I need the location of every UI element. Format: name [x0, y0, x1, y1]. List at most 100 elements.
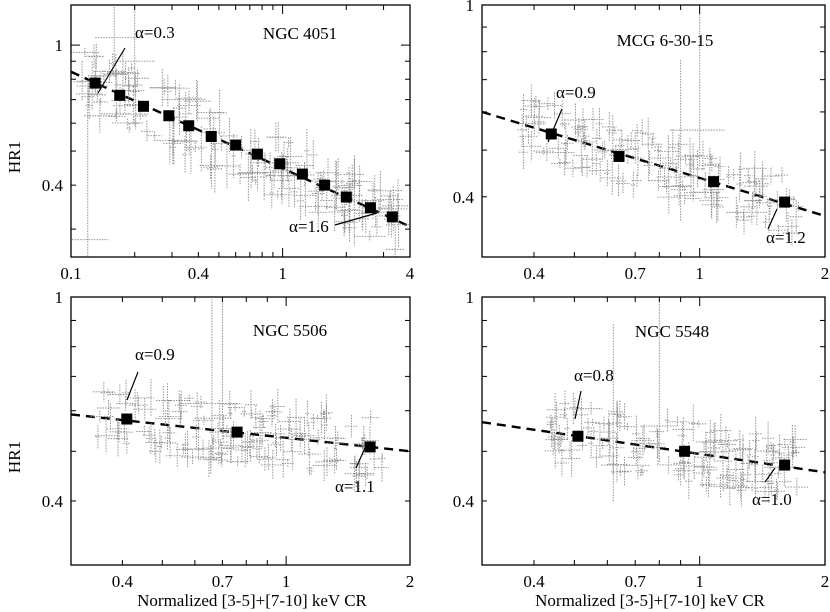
data-point-errorbar	[747, 207, 756, 225]
data-point-errorbar	[327, 436, 346, 450]
data-point-errorbar	[122, 379, 131, 406]
data-point-errorbar	[97, 399, 120, 417]
data-point-errorbar	[298, 448, 321, 460]
data-point-errorbar	[561, 134, 575, 152]
data-point-errorbar	[195, 395, 207, 409]
annotation-leader	[126, 371, 139, 401]
data-point-errorbar	[257, 447, 273, 471]
data-point-errorbar	[175, 91, 203, 105]
data-point-errorbar	[173, 92, 185, 124]
data-point-errorbar	[656, 167, 673, 188]
data-point-errorbar	[109, 384, 131, 405]
data-point-errorbar	[744, 177, 768, 195]
data-point-errorbar	[192, 424, 201, 450]
data-point-errorbar	[177, 96, 201, 115]
binned-point	[89, 77, 101, 89]
data-point-errorbar	[181, 449, 204, 466]
data-point-errorbar	[320, 410, 327, 419]
data-point-errorbar	[613, 130, 631, 150]
data-point-errorbar	[632, 415, 641, 452]
data-point-errorbar	[187, 124, 195, 175]
data-point-errorbar	[338, 190, 351, 234]
data-point-errorbar	[278, 170, 300, 207]
binned-point	[613, 150, 625, 162]
binned-point	[779, 459, 791, 471]
ticks	[481, 296, 826, 566]
data-point-errorbar	[564, 418, 571, 439]
x-tick-label: 4	[406, 264, 415, 283]
data-point-errorbar	[749, 416, 763, 451]
data-point-errorbar	[203, 155, 218, 179]
data-point-errorbar	[578, 108, 588, 145]
data-point-errorbar	[546, 401, 567, 433]
data-point-errorbar	[264, 157, 284, 189]
data-point-errorbar	[182, 430, 193, 468]
data-point-errorbar	[763, 457, 771, 465]
data-point-errorbar	[122, 433, 131, 455]
data-point-errorbar	[193, 436, 204, 462]
data-point-errorbar	[563, 392, 583, 425]
data-point-errorbar	[376, 191, 403, 208]
data-point-errorbar	[100, 108, 132, 119]
data-point-errorbar	[183, 81, 212, 122]
data-point-errorbar	[241, 431, 254, 465]
data-point-errorbar	[520, 94, 527, 125]
data-point-errorbar	[776, 476, 793, 487]
data-point-errorbar	[563, 125, 569, 163]
data-point-errorbar	[264, 423, 287, 445]
data-point-errorbar	[777, 434, 782, 455]
data-point-errorbar	[783, 425, 807, 454]
data-point-errorbar	[164, 383, 171, 419]
data-point-errorbar	[283, 433, 302, 470]
data-point-errorbar	[559, 390, 571, 417]
data-point-errorbar	[211, 135, 219, 164]
xlabel-left: Normalized [3-5]+[7-10] keV CR	[137, 591, 367, 610]
data-point-errorbar	[582, 143, 602, 175]
data-point-errorbar	[636, 119, 648, 147]
data-point-errorbar	[574, 124, 581, 141]
data-point-errorbar	[281, 459, 294, 468]
binned-point	[183, 120, 195, 132]
data-point-errorbar	[754, 446, 778, 456]
data-point-errorbar	[352, 155, 357, 206]
data-point-errorbar	[247, 430, 254, 463]
data-point-errorbar	[276, 440, 291, 478]
panel-title: NGC 4051	[263, 24, 337, 43]
data-point-errorbar	[761, 421, 775, 455]
y-tick-label: 0.4	[453, 188, 475, 207]
data-point-errorbar	[755, 464, 771, 484]
data-point-errorbar	[784, 477, 809, 497]
data-point-errorbar	[575, 137, 597, 147]
data-point-errorbar	[266, 122, 286, 152]
data-point-errorbar	[269, 389, 287, 424]
data-point-errorbar	[686, 188, 702, 197]
data-point-errorbar	[699, 440, 713, 463]
data-point-errorbar	[675, 142, 681, 170]
data-point-errorbar	[533, 147, 555, 155]
data-point-errorbar	[265, 403, 283, 421]
data-point-errorbar	[648, 133, 658, 144]
plot-frame	[70, 4, 411, 258]
data-point-errorbar	[697, 172, 713, 186]
data-point-errorbar	[110, 62, 141, 85]
data-point-errorbar	[546, 414, 556, 430]
data-point-errorbar	[265, 152, 275, 183]
data-point-errorbar	[519, 115, 533, 131]
data-point-errorbar	[141, 120, 153, 142]
data-point-errorbar	[386, 226, 405, 257]
data-point-errorbar	[227, 403, 243, 412]
data-point-errorbar	[610, 164, 627, 198]
data-point-errorbar	[193, 415, 215, 425]
data-point-errorbar	[783, 445, 794, 465]
data-point-errorbar	[210, 135, 233, 152]
binned-point	[708, 176, 720, 188]
data-point-errorbar	[269, 177, 274, 209]
data-point-errorbar	[123, 86, 143, 123]
panel-mcg-6-30-15: 0.4 0.7 1 2 0.4 1 MCG 6-30-15 α=0.9 α=1.2	[453, 0, 830, 283]
data-point-errorbar	[245, 390, 257, 420]
data-point-errorbar	[88, 43, 104, 70]
data-point-errorbar	[198, 109, 221, 127]
data-point-errorbar	[153, 436, 170, 450]
data-point-errorbar	[361, 426, 379, 455]
data-point-errorbar	[767, 191, 787, 209]
